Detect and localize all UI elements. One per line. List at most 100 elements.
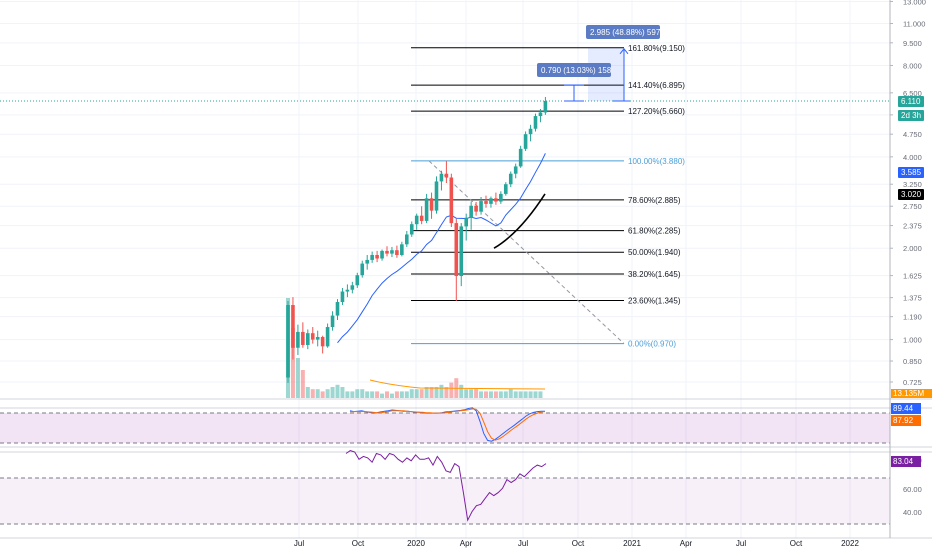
candle-body [310, 333, 315, 340]
measure-tools[interactable]: 2.985 (48.88%) 597 0.790 (13.03%) 158 [537, 25, 661, 102]
candle-body [533, 116, 538, 129]
volume-bar [409, 389, 414, 398]
candle-body [395, 250, 399, 255]
candle-body [390, 250, 394, 254]
candle-body [291, 305, 295, 348]
stoch-k-line [349, 407, 545, 442]
rsi-band [0, 478, 890, 524]
trend-curve [493, 193, 546, 249]
candle-body [454, 223, 459, 277]
stoch-badge [891, 415, 921, 426]
volume-ma [369, 379, 546, 390]
volume-bar [414, 389, 419, 398]
time-label: Oct [572, 539, 585, 548]
candle-body [380, 250, 384, 259]
candle-body [315, 336, 320, 340]
stoch-d-line [350, 408, 546, 441]
fib-level-label: 61.80%(2.285) [628, 227, 681, 236]
rsi-tick-label: 40.00 [903, 508, 922, 517]
price-tick-label: 1.190 [903, 313, 922, 322]
volume-bar [429, 387, 434, 398]
volume-bar [355, 389, 360, 398]
volume-bar [434, 387, 439, 398]
volume-bar [533, 391, 538, 398]
price-tick-label: 2.000 [903, 244, 922, 253]
price-axis[interactable]: 13.00011.0009.5008.0006.5005.5004.7504.0… [889, 0, 932, 538]
volume-bar [360, 389, 365, 398]
volume-bar [394, 391, 399, 398]
price-tick-label: 3.250 [903, 180, 922, 189]
candle-body [306, 333, 310, 345]
candle-body [424, 198, 429, 221]
candle-body [459, 226, 464, 277]
candle-body [355, 275, 360, 286]
price-tick-label: 1.000 [903, 336, 922, 345]
candle-body [499, 193, 503, 202]
candle-body [449, 177, 454, 224]
time-label: Apr [460, 539, 473, 548]
price-badge [898, 110, 924, 121]
candle-body [335, 302, 340, 316]
volume-bar [518, 391, 523, 398]
measure-arrowhead [619, 47, 629, 55]
volume-bar [464, 389, 469, 398]
volume-bar [286, 298, 290, 398]
volume-bar [350, 391, 355, 398]
candle-body [405, 234, 409, 245]
price-tick-label: 6.500 [903, 89, 922, 98]
volume-bar [375, 391, 380, 398]
volume-bar [300, 370, 305, 398]
price-tick-label: 2.750 [903, 202, 922, 211]
price-badge-label: 3.020 [901, 190, 922, 199]
candle-body [469, 205, 473, 218]
measure-label: 2.985 (48.88%) 597 [590, 28, 661, 37]
fib-level-label: 78.60%(2.885) [628, 196, 681, 205]
stoch-badge-label: 87.92 [893, 416, 914, 425]
time-label: Jul [518, 539, 528, 548]
volume-bar [330, 387, 335, 398]
fib-level-label: 127.20%(5.660) [628, 107, 685, 116]
candle-body [429, 198, 434, 211]
volume-bar [479, 391, 484, 398]
time-label: Oct [352, 539, 365, 548]
volume-bar [508, 389, 513, 398]
time-axis: Jul Oct 2020 Apr Jul Oct 2021 Apr Jul Oct 2022 [294, 539, 860, 548]
volume-bar [449, 382, 454, 398]
price-badge-label: 3.585 [901, 168, 922, 177]
price-tick-label: 9.500 [903, 39, 922, 48]
stoch-badge [891, 403, 921, 414]
candle-body [414, 215, 419, 225]
fib-level-label: 0.00%(0.970) [628, 340, 676, 349]
volume-bar [290, 328, 295, 398]
candle-body [325, 327, 330, 347]
candle-body [508, 173, 513, 185]
candle-body [543, 101, 548, 113]
candle-body [419, 215, 424, 221]
time-label: Jul [736, 539, 746, 548]
volume-bar [513, 391, 518, 398]
candle-body [518, 148, 523, 167]
volume-bar [399, 391, 404, 398]
fib-level-label: 141.40%(6.895) [628, 81, 685, 90]
candle-body [523, 134, 528, 149]
candle-body [400, 244, 404, 255]
volume-bar [365, 391, 370, 398]
volume-bar [523, 391, 528, 398]
rsi-badge [891, 456, 921, 467]
price-tick-label: 1.625 [903, 272, 922, 281]
candle-body [301, 331, 305, 345]
volume-bar [385, 391, 389, 398]
candle-body [504, 184, 508, 194]
volume-bar [389, 393, 394, 398]
time-label: 2021 [623, 539, 641, 548]
fib-level-label: 23.60%(1.345) [628, 297, 681, 306]
candle-body [340, 291, 345, 303]
volume-bar [538, 391, 543, 398]
volume-bar [370, 391, 375, 398]
measure-label-box [586, 25, 660, 39]
volume-bar [498, 391, 503, 398]
volume-bar [305, 387, 310, 398]
price-tick-label: 2.375 [903, 222, 922, 231]
